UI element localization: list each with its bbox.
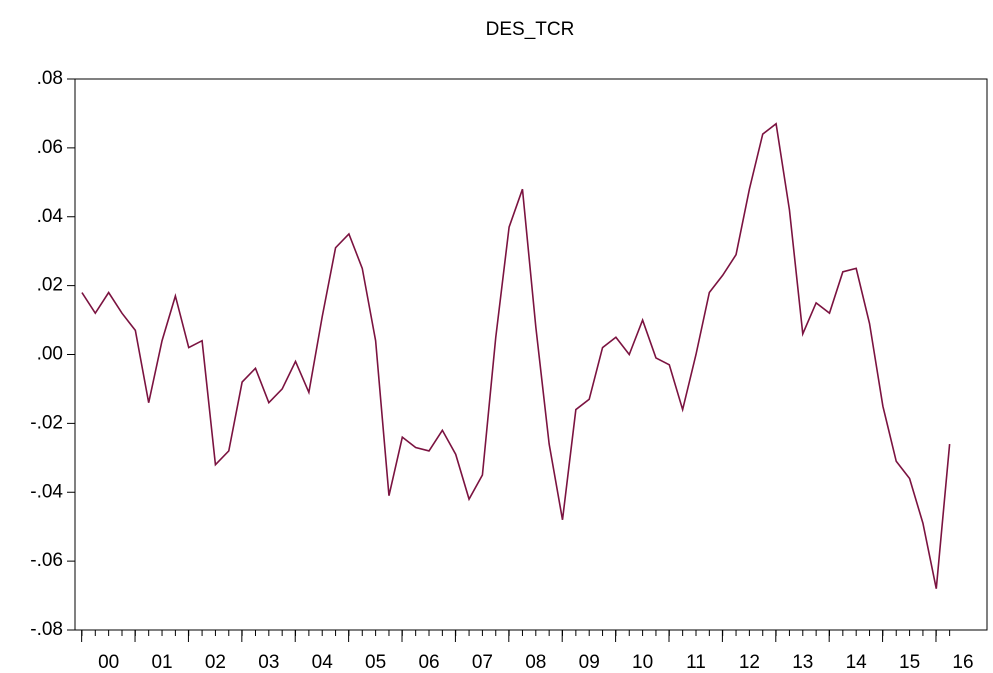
x-tick-label: 15: [899, 652, 920, 673]
y-tick-label: -.02: [30, 412, 63, 433]
y-tick-label: -.04: [30, 481, 63, 502]
y-tick-label: .00: [37, 344, 63, 365]
x-tick-label: 04: [312, 652, 334, 673]
y-tick-label: -.06: [30, 550, 63, 571]
plot-frame: [74, 78, 988, 631]
x-tick-label: 03: [258, 652, 279, 673]
x-tick-label: 02: [205, 652, 226, 673]
x-tick-label: 11: [686, 652, 706, 673]
chart-title: DES_TCR: [486, 19, 575, 40]
data-line: [81, 122, 951, 589]
x-tick-label: 09: [579, 652, 600, 673]
x-tick-label: 13: [792, 652, 813, 673]
y-tick-label: .06: [37, 137, 63, 158]
x-tick-label: 14: [846, 652, 868, 673]
x-tick-label: 07: [472, 652, 493, 673]
x-tick-label: 10: [632, 652, 653, 673]
x-tick-label: 01: [151, 652, 172, 673]
x-tick-label: 05: [365, 652, 386, 673]
x-tick-label: 06: [418, 652, 439, 673]
x-tick-label: 08: [525, 652, 546, 673]
y-tick-label: .04: [37, 206, 64, 227]
y-tick-label: .08: [37, 68, 63, 89]
x-tick-label: 16: [952, 652, 973, 673]
x-tick-label: 00: [98, 652, 119, 673]
y-tick-label: -.08: [30, 619, 63, 640]
y-tick-label: .02: [37, 275, 63, 296]
x-tick-label: 12: [739, 652, 760, 673]
